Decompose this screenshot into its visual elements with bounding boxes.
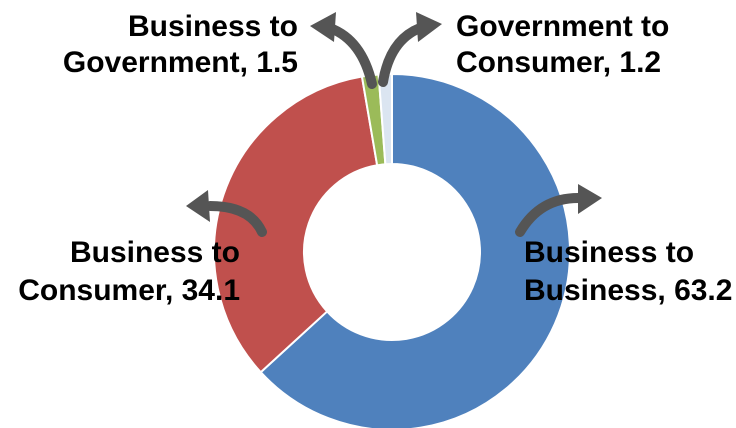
arrow-icon: [205, 201, 267, 237]
data-label-government-to-consumer: Government to: [456, 10, 669, 43]
arrow-head-icon: [578, 184, 602, 214]
arrow-icon: [378, 23, 425, 87]
arrow-head-icon: [416, 12, 442, 42]
arrow-icon: [325, 23, 377, 89]
arrow-head-icon: [186, 190, 210, 222]
data-label-business-to-business-line2: Business, 63.2: [524, 274, 732, 307]
arrow-icon: [515, 193, 583, 237]
slice-labels: Business to Government, 1.5 Government t…: [18, 10, 732, 307]
data-label-business-to-consumer-line2: Consumer, 34.1: [18, 274, 240, 307]
donut-slices: [213, 72, 571, 428]
data-label-business-to-government: Business to: [128, 10, 298, 43]
data-label-government-to-consumer-line2: Consumer, 1.2: [456, 46, 661, 79]
arrow-head-icon: [310, 12, 336, 42]
data-label-business-to-business: Business to: [524, 236, 694, 269]
donut-slice-business-to-consumer: [213, 75, 379, 374]
data-label-business-to-government-line2: Government, 1.5: [63, 46, 298, 79]
leader-arrows: [186, 12, 602, 237]
donut-slice-business-to-business: [259, 72, 571, 428]
data-label-business-to-consumer: Business to: [70, 236, 240, 269]
